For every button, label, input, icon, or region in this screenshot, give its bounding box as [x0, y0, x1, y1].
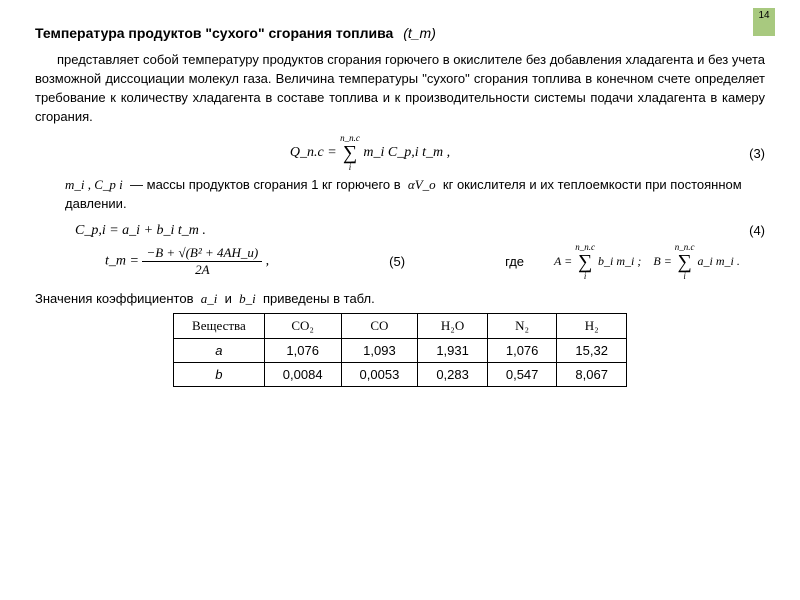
eq5-frac-bot: 2A	[142, 262, 262, 278]
eq4-text: C_p,i = a_i + b_i t_т .	[75, 223, 206, 239]
th: H₂	[557, 313, 627, 338]
coefficients-table: Вещества CO₂ CO H₂O N₂ H₂ a 1,076 1,093 …	[173, 313, 627, 387]
eq5-number: (5)	[389, 254, 405, 269]
A-lower: i	[575, 272, 595, 281]
coeff-line: Значения коэффициентов a_i и b_i приведе…	[35, 291, 765, 307]
A-lhs: A =	[554, 254, 572, 268]
coeff-suffix: приведены в табл.	[263, 291, 375, 306]
B-lhs: B =	[653, 254, 671, 268]
cell: 15,32	[557, 338, 627, 362]
note3-text: — массы продуктов сгорания 1 кг горючего…	[130, 177, 401, 192]
th: H₂O	[418, 313, 488, 338]
cell: 0,547	[487, 362, 557, 386]
eq5-frac-top: −B + √(B² + 4AH_u)	[142, 245, 262, 262]
eq4-number: (4)	[705, 223, 765, 238]
cell: 1,931	[418, 338, 488, 362]
cell: 1,076	[264, 338, 341, 362]
eq5-lhs: t_т =	[105, 254, 139, 269]
A-rhs: b_i m_i ;	[598, 254, 641, 268]
eq5-where: где	[505, 254, 524, 269]
page-number: 14	[753, 8, 775, 36]
eq3-lhs: Q_п.с	[290, 146, 324, 161]
note3-mid-sym: αV_о	[408, 177, 436, 192]
equation-4: C_p,i = a_i + b_i t_т . (4)	[35, 223, 765, 239]
B-lower: i	[675, 272, 695, 281]
eq3-sum-lower: i	[340, 163, 360, 172]
th: CO	[341, 313, 418, 338]
section-title: Температура продуктов "сухого" сгорания …	[35, 25, 765, 41]
title-symbol: (t_т)	[403, 25, 436, 41]
equation-5-row: t_т = −B + √(B² + 4AH_u) 2A , (5) где A …	[35, 243, 765, 281]
sigma-icon: ∑	[575, 252, 595, 272]
note3-syms: m_i , C_p i	[65, 177, 123, 192]
th: Вещества	[174, 313, 265, 338]
row-label: b	[174, 362, 265, 386]
eq3-rhs: m_i C_p,i t_т ,	[363, 146, 450, 161]
B-rhs: a_i m_i .	[698, 254, 740, 268]
title-text: Температура продуктов "сухого" сгорания …	[35, 25, 393, 41]
sigma-icon: ∑	[675, 252, 695, 272]
eq3-number: (3)	[705, 146, 765, 161]
coeff-b: b_i	[239, 291, 256, 306]
cell: 0,0053	[341, 362, 418, 386]
coeff-mid: и	[225, 291, 232, 306]
cell: 0,283	[418, 362, 488, 386]
sigma-icon: ∑	[340, 143, 360, 163]
row-label: a	[174, 338, 265, 362]
cell: 8,067	[557, 362, 627, 386]
table-row: b 0,0084 0,0053 0,283 0,547 8,067	[174, 362, 627, 386]
table-row: a 1,076 1,093 1,931 1,076 15,32	[174, 338, 627, 362]
th: N₂	[487, 313, 557, 338]
cell: 1,076	[487, 338, 557, 362]
coeff-a: a_i	[201, 291, 218, 306]
cell: 0,0084	[264, 362, 341, 386]
coeff-prefix: Значения коэффициентов	[35, 291, 193, 306]
equation-3: Q_п.с = n_п.с ∑ i m_i C_p,i t_т , (3)	[35, 134, 765, 172]
th: CO₂	[264, 313, 341, 338]
intro-paragraph: представляет собой температуру продуктов…	[35, 51, 765, 126]
cell: 1,093	[341, 338, 418, 362]
eq3-note: m_i , C_p i — массы продуктов сгорания 1…	[65, 176, 765, 212]
table-header-row: Вещества CO₂ CO H₂O N₂ H₂	[174, 313, 627, 338]
